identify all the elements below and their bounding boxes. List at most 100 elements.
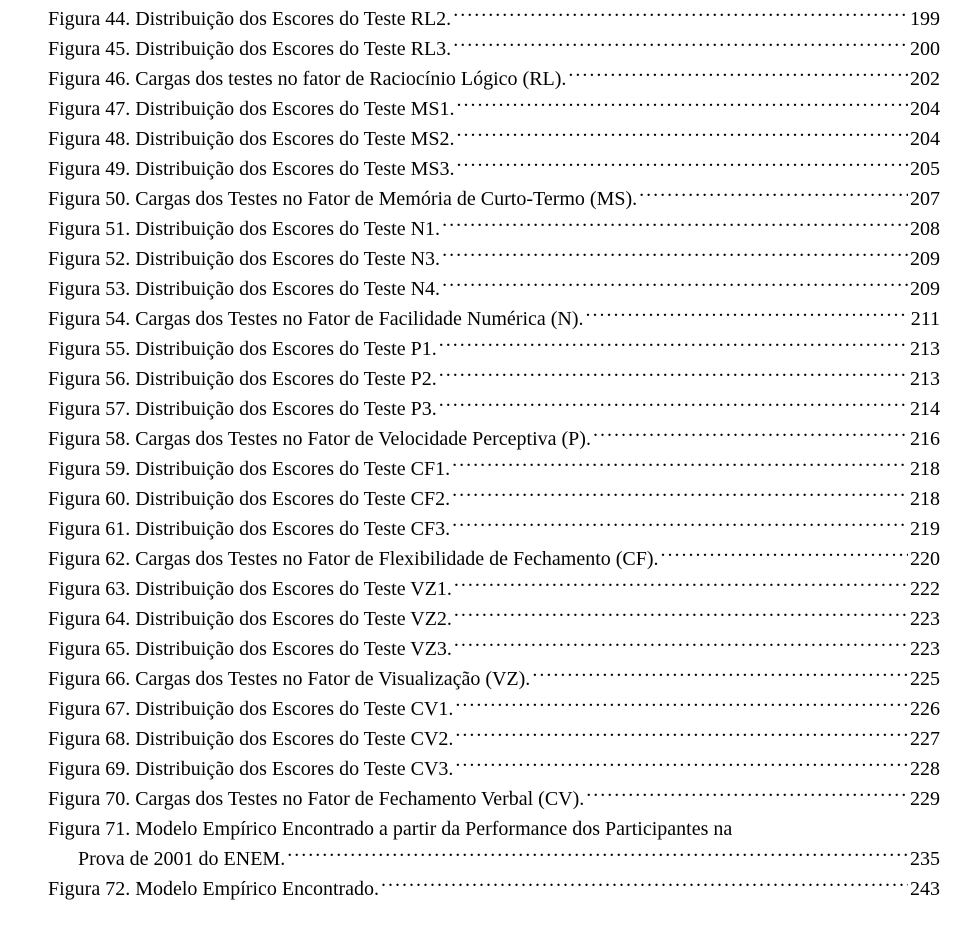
leader-dots	[442, 245, 908, 265]
leader-dots	[455, 725, 908, 745]
toc-entry: Figura 51. Distribuição dos Escores do T…	[48, 214, 940, 244]
list-of-figures: Figura 44. Distribuição dos Escores do T…	[48, 4, 940, 904]
toc-entry-label: Figura 70. Cargas dos Testes no Fator de…	[48, 784, 584, 814]
toc-entry-page: 229	[910, 784, 940, 814]
toc-entry-label: Figura 72. Modelo Empírico Encontrado.	[48, 874, 379, 904]
toc-entry-page: 213	[910, 364, 940, 394]
toc-entry-page: 243	[910, 874, 940, 904]
toc-entry-page: 223	[910, 604, 940, 634]
leader-dots	[454, 605, 908, 625]
toc-entry-label: Figura 46. Cargas dos testes no fator de…	[48, 64, 566, 94]
toc-entry: Figura 45. Distribuição dos Escores do T…	[48, 34, 940, 64]
leader-dots	[593, 425, 908, 445]
toc-entry-page: 208	[910, 214, 940, 244]
toc-entry: Figura 63. Distribuição dos Escores do T…	[48, 574, 940, 604]
toc-entry-page: 220	[910, 544, 940, 574]
leader-dots	[455, 755, 908, 775]
toc-entry-label: Figura 65. Distribuição dos Escores do T…	[48, 634, 452, 664]
toc-entry-label: Figura 71. Modelo Empírico Encontrado a …	[48, 814, 732, 844]
leader-dots	[454, 575, 908, 595]
leader-dots	[453, 5, 908, 25]
toc-entry-label: Figura 59. Distribuição dos Escores do T…	[48, 454, 450, 484]
toc-entry-label: Figura 45. Distribuição dos Escores do T…	[48, 34, 451, 64]
toc-entry-label: Figura 69. Distribuição dos Escores do T…	[48, 754, 453, 784]
toc-entry-page: 223	[910, 634, 940, 664]
toc-entry-label: Figura 50. Cargas dos Testes no Fator de…	[48, 184, 637, 214]
toc-entry: Figura 58. Cargas dos Testes no Fator de…	[48, 424, 940, 454]
leader-dots	[661, 545, 908, 565]
leader-dots	[452, 455, 908, 475]
toc-entry-label: Figura 47. Distribuição dos Escores do T…	[48, 94, 455, 124]
leader-dots	[442, 215, 908, 235]
toc-entry-label: Figura 62. Cargas dos Testes no Fator de…	[48, 544, 659, 574]
leader-dots	[586, 305, 909, 325]
toc-entry: Figura 57. Distribuição dos Escores do T…	[48, 394, 940, 424]
toc-entry-page: 228	[910, 754, 940, 784]
toc-entry: Figura 64. Distribuição dos Escores do T…	[48, 604, 940, 634]
toc-entry-label: Figura 61. Distribuição dos Escores do T…	[48, 514, 450, 544]
toc-entry-page: 222	[910, 574, 940, 604]
toc-entry-label: Figura 63. Distribuição dos Escores do T…	[48, 574, 452, 604]
toc-entry: Figura 44. Distribuição dos Escores do T…	[48, 4, 940, 34]
toc-entry-label: Figura 48. Distribuição dos Escores do T…	[48, 124, 455, 154]
leader-dots	[586, 785, 908, 805]
toc-entry-page: 216	[910, 424, 940, 454]
toc-entry-label: Figura 68. Distribuição dos Escores do T…	[48, 724, 453, 754]
toc-entry: Figura 60. Distribuição dos Escores do T…	[48, 484, 940, 514]
toc-entry-label: Figura 56. Distribuição dos Escores do T…	[48, 364, 437, 394]
toc-entry-page: 219	[910, 514, 940, 544]
leader-dots	[532, 665, 908, 685]
leader-dots	[639, 185, 908, 205]
toc-entry-page: 199	[910, 4, 940, 34]
toc-entry-page: 225	[910, 664, 940, 694]
leader-dots	[381, 875, 908, 895]
toc-entry-label: Figura 51. Distribuição dos Escores do T…	[48, 214, 440, 244]
leader-dots	[455, 695, 908, 715]
toc-entry: Figura 47. Distribuição dos Escores do T…	[48, 94, 940, 124]
toc-entry: Figura 54. Cargas dos Testes no Fator de…	[48, 304, 940, 334]
leader-dots	[457, 125, 908, 145]
toc-entry: Figura 48. Distribuição dos Escores do T…	[48, 124, 940, 154]
toc-entry-label: Figura 57. Distribuição dos Escores do T…	[48, 394, 437, 424]
toc-entry-page: 209	[910, 274, 940, 304]
toc-entry-page: 213	[910, 334, 940, 364]
leader-dots	[454, 635, 908, 655]
leader-dots	[452, 515, 908, 535]
toc-entry: Figura 69. Distribuição dos Escores do T…	[48, 754, 940, 784]
toc-entry-page: 205	[910, 154, 940, 184]
toc-entry-continuation: Prova de 2001 do ENEM.235	[48, 844, 940, 874]
toc-entry-page: 204	[910, 124, 940, 154]
leader-dots	[568, 65, 908, 85]
toc-entry-page: 211	[911, 304, 940, 334]
toc-entry: Figura 66. Cargas dos Testes no Fator de…	[48, 664, 940, 694]
toc-entry: Figura 62. Cargas dos Testes no Fator de…	[48, 544, 940, 574]
leader-dots	[442, 275, 908, 295]
toc-entry-page: 218	[910, 484, 940, 514]
toc-entry-label: Figura 60. Distribuição dos Escores do T…	[48, 484, 450, 514]
toc-entry: Figura 68. Distribuição dos Escores do T…	[48, 724, 940, 754]
toc-entry: Figura 59. Distribuição dos Escores do T…	[48, 454, 940, 484]
leader-dots	[439, 365, 908, 385]
toc-entry-label: Figura 53. Distribuição dos Escores do T…	[48, 274, 440, 304]
leader-dots	[439, 335, 908, 355]
toc-entry: Figura 49. Distribuição dos Escores do T…	[48, 154, 940, 184]
toc-entry-page: 226	[910, 694, 940, 724]
toc-entry: Figura 53. Distribuição dos Escores do T…	[48, 274, 940, 304]
toc-entry-page: 227	[910, 724, 940, 754]
toc-entry: Figura 67. Distribuição dos Escores do T…	[48, 694, 940, 724]
leader-dots	[457, 95, 908, 115]
toc-entry-label: Figura 49. Distribuição dos Escores do T…	[48, 154, 455, 184]
toc-entry-label: Figura 54. Cargas dos Testes no Fator de…	[48, 304, 584, 334]
toc-entry-label: Figura 67. Distribuição dos Escores do T…	[48, 694, 453, 724]
toc-entry-label: Figura 58. Cargas dos Testes no Fator de…	[48, 424, 591, 454]
toc-entry-label: Figura 55. Distribuição dos Escores do T…	[48, 334, 437, 364]
toc-entry-label: Prova de 2001 do ENEM.	[78, 844, 285, 874]
toc-entry-label: Figura 64. Distribuição dos Escores do T…	[48, 604, 452, 634]
toc-entry-page: 200	[910, 34, 940, 64]
toc-entry-page: 214	[910, 394, 940, 424]
toc-entry: Figura 70. Cargas dos Testes no Fator de…	[48, 784, 940, 814]
toc-entry: Figura 65. Distribuição dos Escores do T…	[48, 634, 940, 664]
toc-entry-page: 202	[910, 64, 940, 94]
toc-entry: Figura 56. Distribuição dos Escores do T…	[48, 364, 940, 394]
leader-dots	[453, 35, 908, 55]
